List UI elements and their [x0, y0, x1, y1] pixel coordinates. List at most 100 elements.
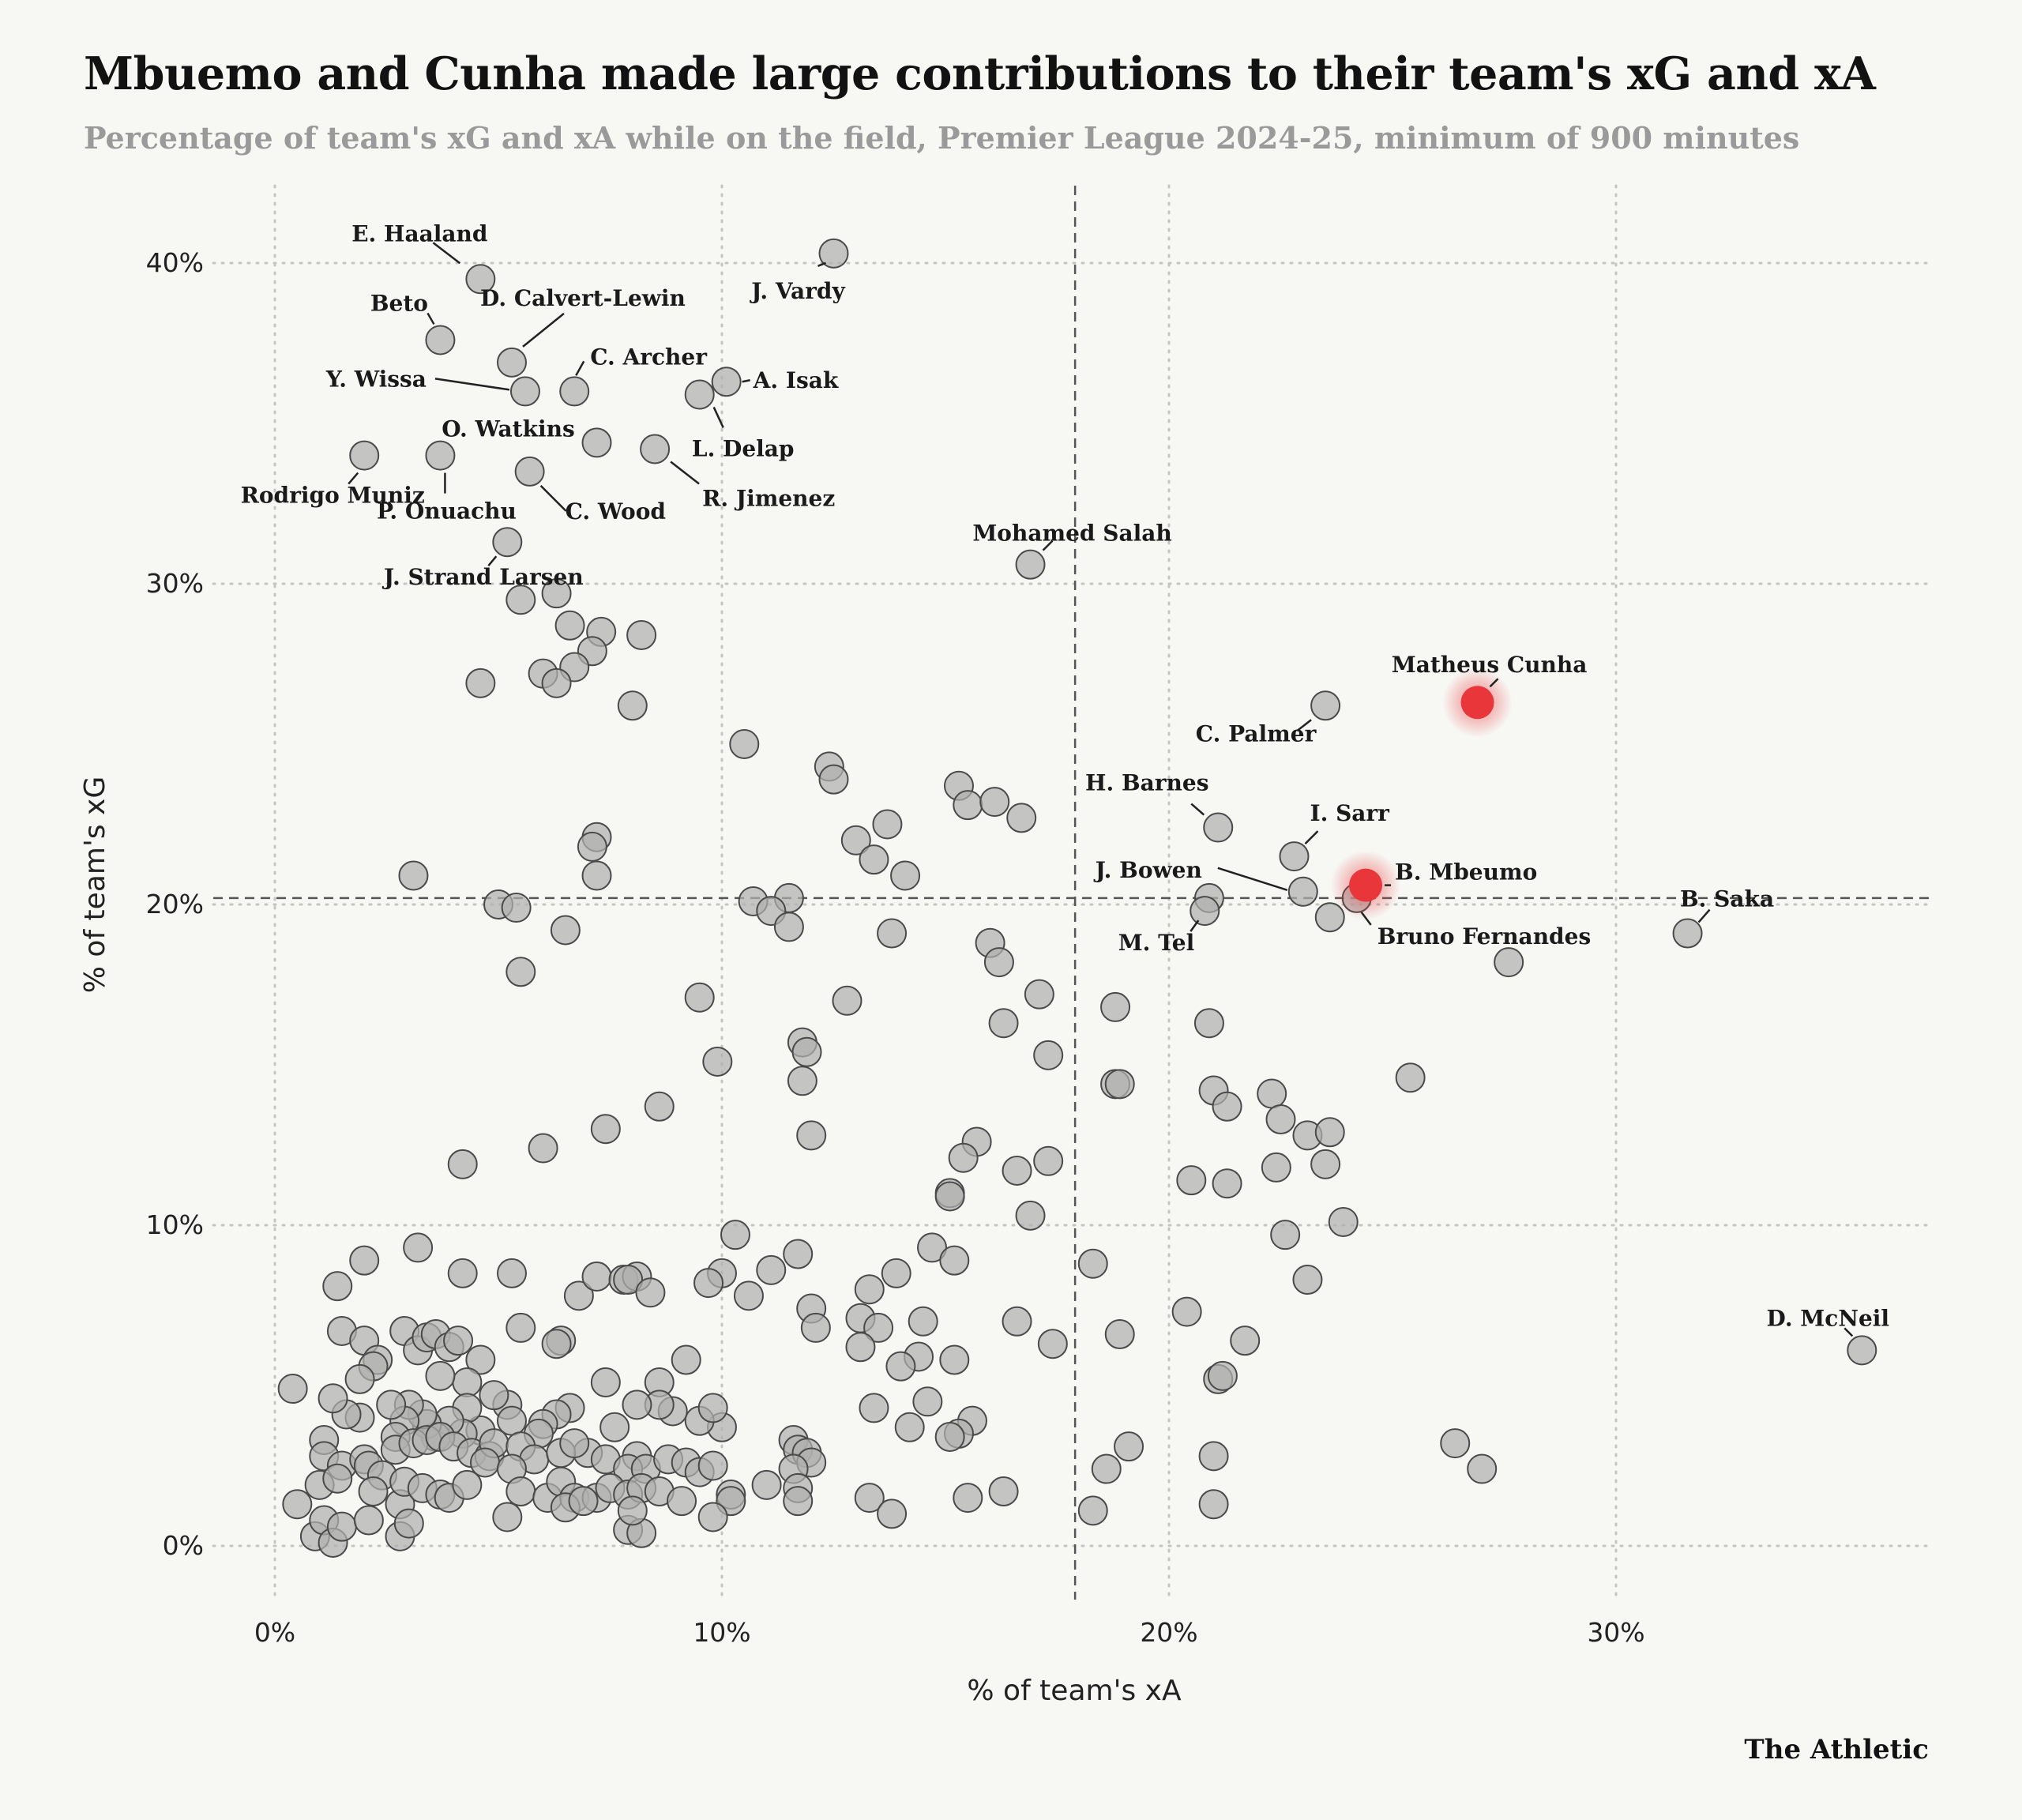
data-point: [702, 1046, 733, 1077]
data-point: [554, 610, 585, 641]
data-point: [791, 1036, 822, 1067]
data-point: [465, 1344, 496, 1375]
data-point: [1037, 1329, 1068, 1359]
leader-line: [522, 312, 565, 348]
point-label: M. Tel: [1118, 930, 1195, 956]
data-point: [796, 1120, 827, 1151]
data-point: [1100, 991, 1131, 1022]
leader-line: [670, 461, 700, 485]
leader-line: [427, 312, 435, 325]
data-point-rodrigo-muniz: [349, 440, 380, 471]
leader-line: [742, 378, 750, 383]
x-axis-title: % of team's xA: [967, 1675, 1182, 1707]
data-point: [1328, 1206, 1359, 1237]
data-point: [1314, 1117, 1345, 1148]
point-label: Beto: [370, 290, 428, 316]
data-point-mohamed-salah: [1015, 549, 1046, 580]
data-point: [613, 1265, 644, 1295]
axis-ticks: 0% 10% 20% 30% 0% 10% 20% 30% 40%: [146, 247, 1645, 1648]
data-point: [1198, 1441, 1229, 1472]
data-point: [282, 1489, 313, 1520]
data-point: [496, 1258, 527, 1288]
data-point: [885, 1351, 916, 1382]
point-label: E. Haaland: [351, 220, 487, 246]
data-point: [559, 1428, 590, 1459]
data-point-m-tel: [1190, 896, 1220, 927]
x-tick-label: 20%: [1140, 1617, 1197, 1648]
data-point: [988, 1008, 1019, 1039]
data-point: [1077, 1248, 1108, 1279]
point-label: O. Watkins: [442, 416, 575, 442]
data-point: [1270, 1220, 1301, 1250]
data-point: [506, 1476, 536, 1506]
data-point: [626, 619, 657, 650]
leader-line: [817, 261, 826, 267]
data-point: [1440, 1428, 1471, 1459]
data-point: [1104, 1069, 1135, 1100]
highlight-point-matheus-cunha: [1460, 686, 1494, 720]
data-point: [506, 957, 536, 987]
data-point: [1310, 1149, 1341, 1179]
data-point-h-barnes: [1203, 812, 1234, 843]
data-point: [541, 667, 572, 698]
point-label: J. Strand Larsen: [381, 564, 584, 590]
data-point: [344, 1363, 375, 1394]
data-point: [322, 1271, 353, 1302]
data-point: [447, 1149, 478, 1179]
leader-line: [434, 378, 510, 391]
data-point: [859, 844, 889, 875]
point-label: C. Wood: [566, 498, 666, 525]
data-point: [1193, 1008, 1224, 1039]
data-point: [277, 1374, 308, 1404]
data-point: [581, 860, 612, 891]
point-label: A. Isak: [753, 367, 839, 393]
data-point: [318, 1383, 348, 1414]
data-point: [845, 1332, 876, 1363]
data-point: [492, 1502, 523, 1532]
data-point: [1265, 1104, 1296, 1135]
leader-line: [1360, 912, 1372, 926]
data-point: [393, 1508, 424, 1539]
data-point: [890, 860, 921, 891]
data-point: [322, 1463, 353, 1494]
data-point: [1198, 1489, 1229, 1520]
leader-line: [487, 555, 498, 567]
data-point: [733, 1280, 764, 1311]
point-label: Bruno Fernandes: [1377, 923, 1591, 949]
data-point: [756, 1254, 787, 1285]
data-point-o-watkins: [581, 427, 612, 458]
data-point: [1114, 1431, 1144, 1462]
data-point: [1091, 1453, 1122, 1484]
data-point-y-wissa: [509, 376, 540, 407]
point-label: I. Sarr: [1310, 800, 1390, 826]
data-point: [939, 1344, 970, 1375]
data-point: [840, 825, 871, 855]
data-point: [506, 1312, 536, 1343]
leader-line: [539, 485, 567, 512]
data-point: [908, 1306, 938, 1337]
data-point: [590, 1367, 621, 1397]
data-point-d-mcneil: [1847, 1335, 1877, 1366]
data-point: [859, 1393, 889, 1423]
data-point: [1015, 1200, 1046, 1231]
data-point: [684, 982, 715, 1013]
y-axis-title: % of team's xG: [79, 777, 111, 993]
data-point: [1002, 1306, 1032, 1337]
data-point-c-archer: [559, 376, 590, 407]
leader-line: [1304, 830, 1319, 844]
data-point: [452, 1469, 483, 1500]
x-tick-label: 10%: [693, 1617, 750, 1648]
data-point: [818, 764, 849, 795]
data-point-r-jimenez: [640, 434, 671, 464]
point-label: D. Calvert-Lewin: [480, 285, 686, 311]
data-point-a-isak: [711, 367, 742, 397]
point-label: B. Saka: [1680, 886, 1774, 912]
data-point-j-vardy: [818, 238, 849, 269]
data-point: [1314, 902, 1345, 933]
data-point: [783, 1239, 814, 1269]
data-point: [506, 585, 536, 615]
data-point: [479, 1380, 509, 1411]
data-point: [635, 1277, 666, 1308]
data-point-b-saka: [1672, 918, 1703, 949]
data-point: [398, 860, 429, 891]
